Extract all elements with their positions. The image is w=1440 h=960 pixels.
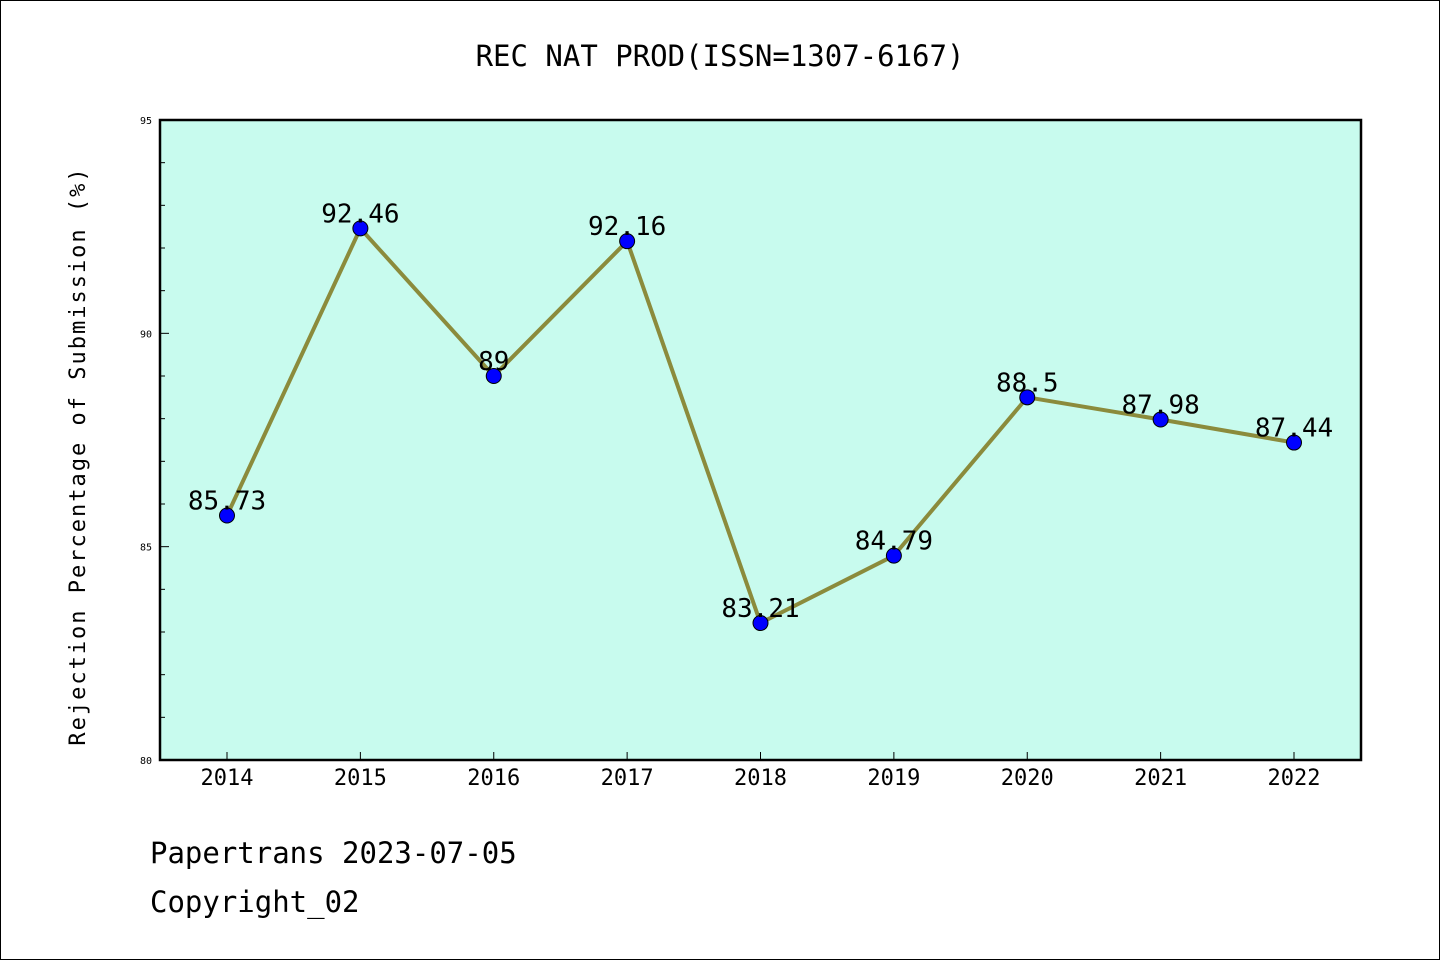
data-point (1286, 434, 1302, 451)
data-point (219, 507, 235, 524)
x-tick-label: 2018 (734, 766, 787, 791)
y-tick-label: 80 (140, 756, 152, 767)
x-tick-label: 2021 (1134, 766, 1187, 791)
x-tick-label: 2022 (1268, 766, 1321, 791)
data-point (485, 368, 502, 384)
data-points (219, 220, 1302, 632)
x-tick-label: 2014 (201, 766, 254, 791)
data-label: 83.21 (721, 594, 799, 624)
footer-date: Papertrans 2023-07-05 (150, 836, 517, 870)
data-label: 87.98 (1121, 391, 1199, 421)
data-label: 88.5 (996, 368, 1059, 398)
data-label: 87.44 (1255, 414, 1333, 444)
footer-copyright: Copyright_02 (150, 885, 360, 919)
data-point (619, 233, 636, 250)
data-point (352, 220, 369, 237)
data-point (1152, 411, 1169, 428)
data-label: 92.46 (321, 199, 399, 229)
data-label: 84.79 (855, 527, 933, 557)
y-tick-label: 95 (140, 116, 152, 127)
y-axis-label: Rejection Percentage of Submission (%) (66, 166, 91, 745)
data-point (752, 615, 769, 632)
x-tick-label: 2019 (867, 766, 920, 791)
x-tick-label: 2017 (601, 766, 654, 791)
data-label: 92.16 (588, 212, 666, 242)
data-label: 89 (478, 347, 509, 377)
y-axis: 80 85 90 95 (140, 116, 169, 767)
y-tick-label: 90 (140, 329, 152, 340)
x-tick-label: 2016 (467, 766, 520, 791)
data-point (1019, 389, 1036, 406)
data-point (885, 547, 902, 564)
data-labels: 85.73 92.46 89 92.16 83.21 84.79 88.5 87.98 87.4… (188, 199, 1333, 624)
data-label: 85.73 (188, 487, 266, 517)
chart-title: REC NAT PROD(ISSN=1307-6167) (476, 39, 965, 73)
x-tick-label: 2015 (334, 766, 387, 791)
y-tick-label: 85 (140, 543, 152, 554)
x-axis: 2014 2015 2016 2017 2018 2019 2020 2021 2022 (201, 752, 1321, 791)
x-tick-label: 2020 (1001, 766, 1054, 791)
